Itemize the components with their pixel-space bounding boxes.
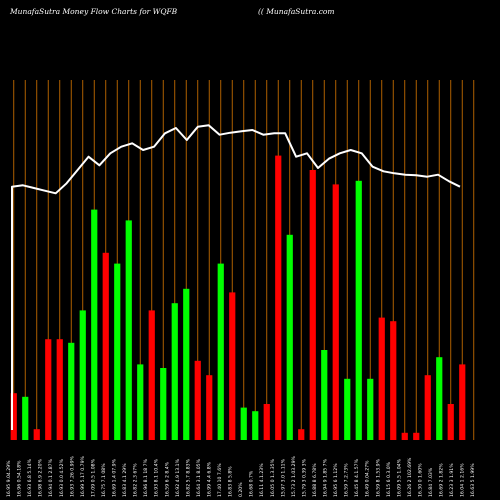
- x-tick-label: 15.73 2 1.03.29%: [291, 455, 297, 497]
- x-tick-label: 17.40 10 7.6%: [217, 463, 223, 497]
- x-tick-label: 16.93 0.0 4.52%: [59, 458, 65, 497]
- bar: [148, 310, 155, 440]
- money-flow-bars: [10, 155, 466, 441]
- x-tick-label: 16.98 6.9 2.20%: [38, 458, 44, 497]
- bar: [275, 155, 282, 440]
- bar: [447, 404, 454, 440]
- bar: [206, 375, 213, 440]
- bar: [79, 310, 86, 440]
- price-line-layer: [11, 124, 461, 430]
- bar: [217, 263, 224, 440]
- bar: [45, 339, 52, 440]
- bar: [33, 429, 40, 440]
- bar: [413, 432, 420, 440]
- x-tick-label: 16.45 8 4.1.57%: [354, 458, 360, 497]
- x-tick-label: 16.59 6 2 8.4%: [164, 461, 170, 497]
- x-tick-label: 16.05 0 1.3.35%: [270, 458, 276, 497]
- bar: [194, 360, 201, 440]
- bar: [321, 350, 328, 440]
- x-tick-label: 16.88 8 6.78%: [312, 463, 318, 497]
- x-tick-label: 16.95 6 1.12%: [333, 463, 339, 497]
- site-name: (( MunafaSutra.com: [258, 7, 335, 16]
- bar: [401, 432, 408, 440]
- price-line: [11, 124, 461, 430]
- bar: [332, 184, 339, 440]
- bar: [367, 378, 374, 440]
- bar: [91, 209, 98, 440]
- bar: [459, 364, 466, 440]
- x-tick-label: 16.63 5 1.99%: [470, 463, 476, 497]
- bar: [355, 180, 362, 441]
- x-tick-label: 16.75 7.1 08%: [101, 463, 107, 497]
- bar: [114, 263, 121, 440]
- bar: [240, 407, 247, 440]
- bar: [309, 170, 316, 440]
- x-tick-label: 16.84 7.03%: [428, 467, 434, 497]
- x-tick-label: 16.82 2.3 67%: [133, 463, 139, 497]
- x-tick-label: 16.68 0.7%: [249, 470, 255, 497]
- x-tick-label: 16.93 6.8 5.14%: [27, 458, 33, 497]
- x-tick-label: 16.96 0.54.18%: [17, 460, 23, 497]
- x-tick-label: 16.69 2 1.82%: [439, 463, 445, 497]
- x-tick-label: 16.93 8.1 10.4%: [154, 458, 160, 497]
- x-tick-label: 16.83 4.1 29%: [122, 463, 128, 497]
- bar: [286, 234, 293, 440]
- bar: [183, 288, 190, 440]
- x-tick-label: 16.82 5.7 8.83%: [185, 458, 191, 497]
- x-tick-label: 16.30 0 1.60%: [417, 463, 423, 497]
- bar: [298, 429, 305, 440]
- bar: [424, 375, 431, 440]
- bar: [436, 357, 443, 440]
- x-tick-label: 16.59 8 1.53.9%: [375, 458, 381, 497]
- x-tick-label: 16.11 4.1.23%: [259, 463, 265, 497]
- bar: [229, 292, 236, 440]
- bar: [252, 411, 259, 440]
- x-tick-label: 16.09 5.5 1.04%: [396, 458, 402, 497]
- bar: [137, 364, 144, 440]
- x-tick-label: 16.59 7.2.73%: [344, 463, 350, 497]
- bar: [102, 252, 109, 440]
- x-tick-label: 16.94 9 1.85 7%: [323, 458, 329, 497]
- x-tick-label: 16.15 6 0.3.0%: [386, 461, 392, 497]
- x-tick-label: 16.64 3.1 8.05%: [196, 458, 202, 497]
- bar: [22, 396, 29, 440]
- bar: [390, 321, 397, 440]
- x-tick-label: 16.04 1 2.16%: [460, 463, 466, 497]
- x-tick-label: 16.94 0.1 2.87%: [48, 458, 54, 497]
- bar: [68, 342, 75, 440]
- x-tick-labels: 16.95 9.04.29% 16.96 0.54.18% 16.93 6.8 5.…: [6, 455, 476, 497]
- bar: [160, 368, 167, 440]
- x-tick-label: 16.96 8.1 18 7%: [143, 458, 149, 497]
- x-tick-label: 16.93 7.26 0.99%: [69, 455, 75, 497]
- x-tick-label: 17.09 0.5 1.08%: [90, 458, 96, 497]
- bar: [344, 378, 351, 440]
- bar: [10, 393, 17, 440]
- chart-title: MunafaSutra Money Flow Charts for WQFB: [9, 7, 178, 16]
- x-tick-label: 15.97 3.0 1.11%: [280, 458, 286, 497]
- x-tick-label: 0.20%: [238, 482, 244, 497]
- x-tick-label: 16.49 0.04.27%: [365, 460, 371, 497]
- bar: [125, 220, 132, 440]
- x-tick-label: 16.26 2 102.69%: [407, 457, 413, 497]
- x-tick-label: 16.23 3 1.91%: [449, 463, 455, 497]
- x-tick-label: 16.83 8 5.8%: [228, 466, 234, 497]
- x-tick-label: 16.69 1.4 07.9%: [112, 458, 118, 497]
- x-tick-label: 16.99 5.17 0.79%: [80, 455, 86, 497]
- bar: [378, 317, 385, 440]
- x-tick-label: 16.95 9.04.29%: [6, 460, 12, 497]
- x-tick-label: 15.79 3 0.39 3%: [301, 458, 307, 497]
- bar: [171, 303, 178, 440]
- bar: [56, 339, 63, 440]
- x-tick-label: 16.99 4.4 6.8%: [206, 461, 212, 497]
- x-tick-label: 16.92 4.9 13.1%: [175, 458, 181, 497]
- bar: [263, 404, 270, 440]
